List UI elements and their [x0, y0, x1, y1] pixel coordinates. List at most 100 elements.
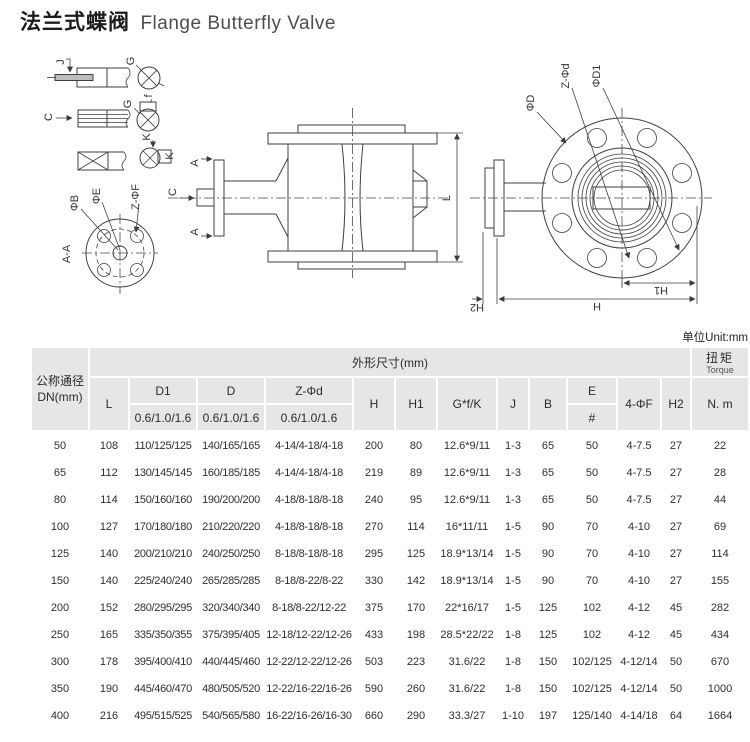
table-cell: 140: [99, 547, 119, 560]
table-cell: 1000: [707, 682, 733, 695]
table-cell: 178: [99, 655, 119, 668]
table-cell: 4-12/14: [620, 655, 658, 668]
table-cell: 70: [585, 574, 599, 587]
table-cell: 4-7.5: [626, 466, 652, 479]
table-cell: 31.6/22: [448, 655, 486, 668]
table-cell: 152: [99, 601, 119, 614]
col-header-dn: 公称通径 DN(mm): [30, 346, 90, 432]
table-cell: 1-3: [505, 466, 521, 479]
table-cell: 27: [669, 493, 683, 506]
table-cell: 12.6*9/11: [443, 466, 491, 479]
table-cell: 114: [711, 547, 729, 560]
view-shaft-details: J G C f G: [43, 57, 176, 171]
table-cell: 4-12: [627, 601, 651, 614]
table-cell: 125: [538, 601, 558, 614]
table-cell: 1-10: [501, 709, 525, 722]
table-cell: 102: [582, 601, 602, 614]
drawing-label-z-phi-d: Z-Φd: [560, 63, 572, 88]
table-cell: 223: [406, 655, 426, 668]
drawing-label-k: K: [164, 152, 176, 160]
table-cell: 127: [99, 520, 119, 533]
table-cell: 165: [99, 628, 119, 641]
table-cell: 110/125/125: [134, 439, 192, 452]
table-cell: 1-5: [505, 547, 521, 560]
table-cell: 480/505/520: [202, 682, 260, 695]
table-cell: 445/460/470: [134, 682, 192, 695]
col-header-h1: H1: [394, 376, 438, 432]
page-title: 法兰式蝶阀 Flange Butterfly Valve: [20, 6, 336, 36]
view-side: ΦD Z-Φd ΦD1 H1 H H2: [470, 63, 712, 313]
col-header-e: E: [566, 376, 618, 405]
table-body: 50 108 110/125/125 140/165/165 4-14/4-18/4-1…: [31, 431, 749, 729]
table-cell: 503: [364, 655, 384, 668]
table-cell: 260: [406, 682, 426, 695]
table-row: 350 190 445/460/470 480/505/520 12-22/16-22/…: [31, 675, 749, 702]
table-cell: 4-10: [627, 547, 651, 560]
table-row: 50 108 110/125/125 140/165/165 4-14/4-18/4-1…: [31, 431, 749, 459]
col-subheader-pn-d: 0.6/1.0/1.6: [196, 403, 266, 432]
table-cell: 90: [541, 547, 555, 560]
table-cell: 1-5: [505, 520, 521, 533]
drawing-label-c: C: [167, 188, 179, 196]
drawing-label-phi-e: ΦE: [91, 188, 103, 204]
drawing-label-phi-d: ΦD: [525, 95, 537, 112]
table-cell: 18.9*13/14: [440, 574, 494, 587]
col-subheader-pn-zd: 0.6/1.0/1.6: [264, 403, 354, 432]
table-cell: 434: [710, 628, 730, 641]
table-cell: 280/295/295: [134, 601, 192, 614]
table-row: 150 140 225/240/240 265/285/285 8-18/8-22/8-…: [31, 567, 749, 594]
table-cell: 190: [99, 682, 119, 695]
table-cell: 8-18/8-22/12-22: [272, 601, 346, 614]
table-row: 300 178 395/400/410 440/445/460 12-22/12-22/…: [31, 648, 749, 675]
table-cell: 102: [582, 628, 602, 641]
table-cell: 64: [669, 709, 683, 722]
table-cell: 27: [669, 547, 683, 560]
table-cell: 22: [713, 439, 727, 452]
table-cell: 28.5*22/22: [440, 628, 494, 641]
table-cell: 395/400/410: [134, 655, 192, 668]
table-cell: 1-5: [505, 574, 521, 587]
table-cell: 1664: [707, 709, 733, 722]
drawing-label-z-phi-f: Z-ΦF: [130, 184, 142, 210]
table-cell: 4-14/4-18/4-18: [275, 466, 343, 479]
table-cell: 198: [406, 628, 426, 641]
table-cell: 1-3: [505, 439, 521, 452]
table-cell: 4-14/18: [620, 709, 658, 722]
drawing-label-a: A: [189, 228, 201, 236]
drawing-label-k: K: [141, 133, 153, 141]
table-cell: 45: [669, 628, 683, 641]
table-cell: 90: [541, 520, 555, 533]
col-header-torque: 扭矩 Torque: [690, 346, 750, 378]
table-cell: 240/250/250: [202, 547, 260, 560]
table-cell: 150: [538, 655, 558, 668]
table-cell: 210/220/220: [202, 520, 260, 533]
view-front: A A C L: [167, 108, 463, 278]
table-cell: 4-10: [627, 520, 651, 533]
table-cell: 150: [538, 682, 558, 695]
table-cell: 330: [364, 574, 384, 587]
table-cell: 4-7.5: [626, 439, 652, 452]
table-cell: 540/565/580: [202, 709, 260, 722]
table-cell: 1-8: [505, 628, 521, 641]
drawing-label-g: G: [122, 100, 134, 109]
table-cell: 89: [409, 466, 423, 479]
col-header-j: J: [496, 376, 530, 432]
table-cell: 50: [585, 466, 599, 479]
table-cell: 16-22/16-26/16-30: [266, 709, 352, 722]
table-row: 100 127 170/180/180 210/220/220 4-18/8-18/8-…: [31, 513, 749, 540]
table-cell: 102/125: [572, 655, 612, 668]
table-row: 400 216 495/515/525 540/565/580 16-22/16-26/…: [31, 702, 749, 729]
table-cell: 70: [585, 520, 599, 533]
table-cell: 300: [50, 655, 70, 668]
table-cell: 65: [541, 439, 555, 452]
table-cell: 125: [50, 547, 70, 560]
table-cell: 225/240/240: [134, 574, 192, 587]
drawing-label-c: C: [43, 113, 55, 121]
table-cell: 495/515/525: [134, 709, 192, 722]
table-cell: 95: [409, 493, 423, 506]
table-cell: 69: [713, 520, 727, 533]
table-cell: 50: [669, 682, 683, 695]
drawing-label-h: H: [593, 300, 601, 312]
drawing-label-a: A: [189, 159, 201, 167]
table-row: 65 112 130/145/145 160/185/185 4-14/4-18/4-1…: [31, 459, 749, 486]
